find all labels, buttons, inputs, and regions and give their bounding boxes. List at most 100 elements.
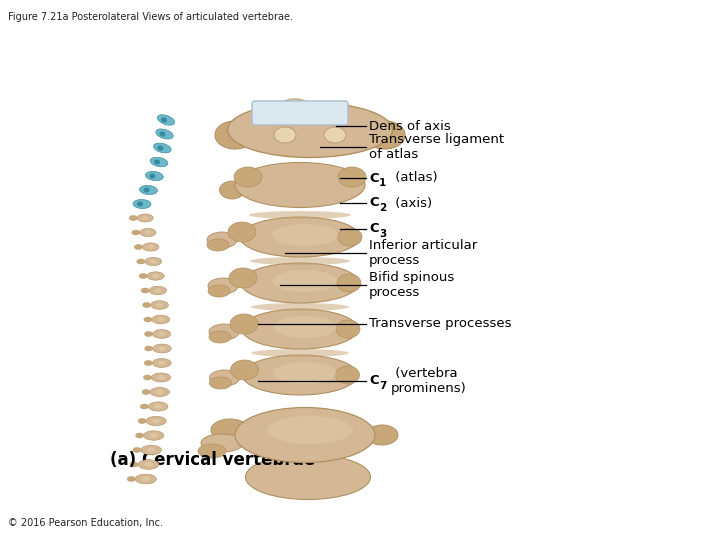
Ellipse shape bbox=[158, 332, 166, 336]
Ellipse shape bbox=[324, 127, 346, 143]
Ellipse shape bbox=[142, 389, 150, 395]
Ellipse shape bbox=[138, 214, 153, 222]
Text: C: C bbox=[369, 375, 379, 388]
Ellipse shape bbox=[228, 103, 392, 158]
Ellipse shape bbox=[130, 462, 138, 467]
Ellipse shape bbox=[152, 274, 159, 278]
Text: C: C bbox=[369, 222, 379, 235]
Ellipse shape bbox=[148, 402, 168, 411]
Ellipse shape bbox=[132, 230, 140, 235]
Ellipse shape bbox=[138, 418, 146, 423]
Text: (axis): (axis) bbox=[391, 197, 432, 210]
Ellipse shape bbox=[208, 278, 238, 294]
Ellipse shape bbox=[161, 117, 167, 123]
FancyBboxPatch shape bbox=[252, 101, 348, 125]
Ellipse shape bbox=[228, 222, 256, 242]
Ellipse shape bbox=[152, 315, 170, 324]
Ellipse shape bbox=[149, 173, 156, 179]
Ellipse shape bbox=[150, 301, 168, 309]
Ellipse shape bbox=[209, 331, 231, 343]
Ellipse shape bbox=[145, 258, 162, 266]
Ellipse shape bbox=[145, 332, 153, 336]
Text: 2: 2 bbox=[379, 203, 386, 213]
Text: C: C bbox=[369, 172, 379, 185]
Ellipse shape bbox=[208, 285, 230, 297]
Text: Inferior articular
process: Inferior articular process bbox=[369, 239, 477, 267]
Ellipse shape bbox=[148, 245, 154, 249]
Ellipse shape bbox=[243, 355, 358, 395]
Ellipse shape bbox=[274, 127, 296, 143]
Ellipse shape bbox=[207, 239, 229, 251]
Ellipse shape bbox=[140, 228, 156, 237]
Ellipse shape bbox=[230, 314, 258, 334]
Ellipse shape bbox=[158, 115, 174, 125]
Ellipse shape bbox=[338, 228, 362, 246]
Ellipse shape bbox=[140, 185, 158, 194]
Ellipse shape bbox=[242, 309, 358, 349]
Ellipse shape bbox=[141, 446, 161, 455]
Ellipse shape bbox=[273, 316, 337, 338]
Ellipse shape bbox=[156, 129, 174, 139]
Ellipse shape bbox=[249, 211, 351, 219]
Ellipse shape bbox=[240, 217, 360, 257]
Ellipse shape bbox=[251, 349, 349, 357]
Ellipse shape bbox=[145, 171, 163, 180]
Ellipse shape bbox=[235, 408, 375, 462]
Text: Transverse ligament
of atlas: Transverse ligament of atlas bbox=[369, 133, 504, 161]
Ellipse shape bbox=[142, 216, 148, 220]
Ellipse shape bbox=[268, 416, 353, 444]
Ellipse shape bbox=[215, 121, 255, 149]
Ellipse shape bbox=[366, 425, 398, 445]
Ellipse shape bbox=[153, 143, 171, 153]
Ellipse shape bbox=[220, 181, 245, 199]
Ellipse shape bbox=[143, 375, 151, 380]
Ellipse shape bbox=[153, 359, 171, 368]
Ellipse shape bbox=[158, 361, 166, 365]
Text: (vertebra
prominens): (vertebra prominens) bbox=[391, 367, 467, 395]
Ellipse shape bbox=[129, 215, 138, 220]
Ellipse shape bbox=[141, 288, 149, 293]
Ellipse shape bbox=[145, 361, 153, 366]
Ellipse shape bbox=[135, 433, 143, 438]
Text: (a) Cervical vertebrae: (a) Cervical vertebrae bbox=[110, 451, 315, 469]
Ellipse shape bbox=[157, 318, 164, 322]
Ellipse shape bbox=[336, 320, 360, 338]
Ellipse shape bbox=[143, 431, 164, 440]
Text: © 2016 Pearson Education, Inc.: © 2016 Pearson Education, Inc. bbox=[8, 518, 163, 528]
Text: 1: 1 bbox=[379, 178, 386, 188]
Ellipse shape bbox=[135, 474, 156, 484]
Ellipse shape bbox=[211, 419, 249, 441]
Ellipse shape bbox=[143, 302, 150, 307]
Text: Dens of axis: Dens of axis bbox=[369, 119, 451, 132]
Ellipse shape bbox=[150, 259, 157, 264]
Ellipse shape bbox=[140, 404, 148, 409]
Ellipse shape bbox=[153, 344, 171, 353]
Ellipse shape bbox=[142, 477, 150, 482]
Ellipse shape bbox=[201, 434, 243, 452]
Ellipse shape bbox=[152, 418, 160, 423]
Ellipse shape bbox=[138, 460, 159, 469]
Ellipse shape bbox=[235, 163, 365, 207]
Ellipse shape bbox=[135, 245, 143, 249]
Ellipse shape bbox=[209, 324, 239, 340]
Text: Figure 7.21a Posterolateral Views of articulated vertebrae.: Figure 7.21a Posterolateral Views of art… bbox=[8, 12, 293, 22]
Ellipse shape bbox=[145, 231, 151, 234]
Text: Bifid spinous
process: Bifid spinous process bbox=[369, 271, 454, 299]
Ellipse shape bbox=[150, 433, 158, 438]
Text: Transverse processes: Transverse processes bbox=[369, 318, 511, 330]
Ellipse shape bbox=[153, 329, 171, 339]
Ellipse shape bbox=[149, 286, 166, 295]
Ellipse shape bbox=[274, 362, 337, 384]
Ellipse shape bbox=[207, 232, 237, 248]
Ellipse shape bbox=[145, 346, 153, 351]
Ellipse shape bbox=[210, 370, 240, 386]
Ellipse shape bbox=[144, 317, 152, 322]
Ellipse shape bbox=[144, 462, 153, 467]
Ellipse shape bbox=[365, 121, 405, 149]
Ellipse shape bbox=[241, 263, 359, 303]
Ellipse shape bbox=[143, 187, 150, 192]
Ellipse shape bbox=[277, 99, 312, 121]
Ellipse shape bbox=[336, 366, 359, 384]
Ellipse shape bbox=[156, 303, 163, 307]
Ellipse shape bbox=[139, 273, 147, 279]
